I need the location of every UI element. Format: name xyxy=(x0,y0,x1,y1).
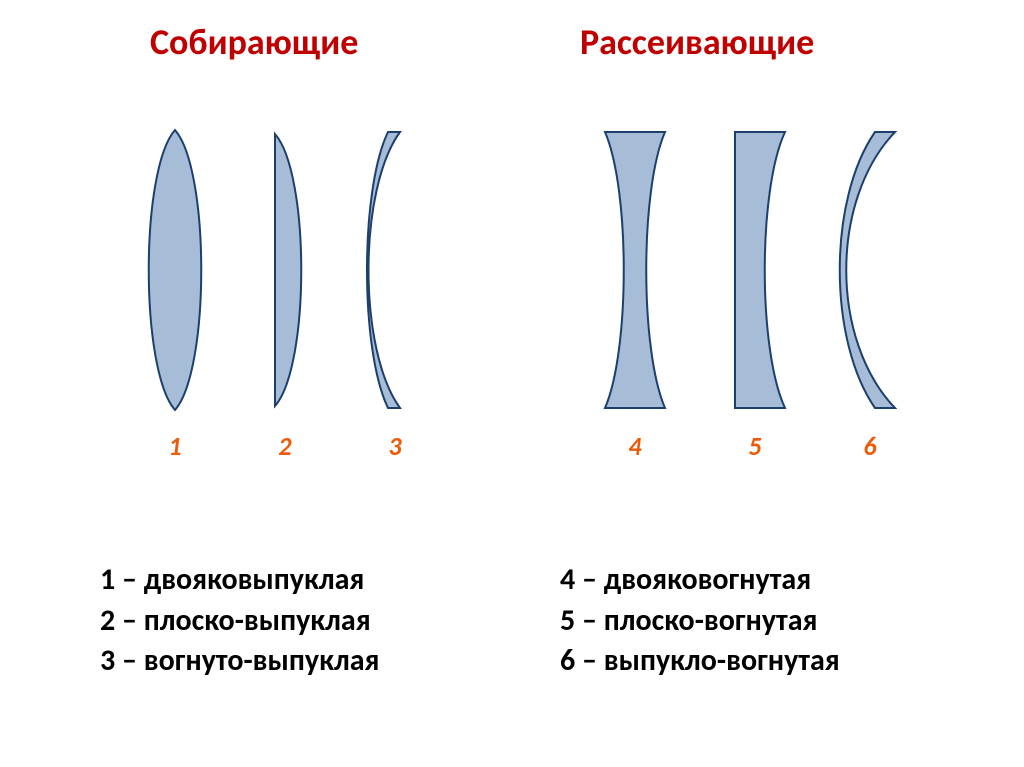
lens-5-shape xyxy=(735,132,785,408)
lens-2-shape xyxy=(275,134,301,406)
title-diverging: Рассеивающие xyxy=(580,20,814,64)
lens-4-shape xyxy=(605,132,665,408)
legend-num-2: 2 xyxy=(100,602,115,639)
legend-num-3: 3 xyxy=(100,642,115,679)
lens-1 xyxy=(149,130,202,410)
legend-row-1: 1 – двояковыпуклая xyxy=(100,560,379,601)
lens-svg xyxy=(0,110,1024,470)
lens-number-3: 3 xyxy=(375,430,415,462)
lens-1-shape xyxy=(149,130,202,410)
lens-number-5: 5 xyxy=(735,430,775,462)
legend-num-5: 5 xyxy=(560,602,575,639)
legend-row-5: 5 – плоско-вогнутая xyxy=(560,601,840,642)
legend-label-5: плоско-вогнутая xyxy=(604,602,818,639)
legend-converging: 1 – двояковыпуклая 2 – плоско-выпуклая 3… xyxy=(100,560,379,682)
lens-3 xyxy=(367,132,400,408)
legend-num-4: 4 xyxy=(560,561,575,598)
legend-num-6: 6 xyxy=(560,642,575,679)
title-converging: Собирающие xyxy=(150,20,358,64)
legend-dash: – xyxy=(122,561,144,598)
lens-4 xyxy=(605,132,665,408)
lens-canvas xyxy=(0,110,1024,470)
legend-row-6: 6 – выпукло-вогнутая xyxy=(560,641,840,682)
legend-dash: – xyxy=(582,561,604,598)
legend-row-3: 3 – вогнуто-выпуклая xyxy=(100,641,379,682)
lens-6 xyxy=(840,132,895,408)
lens-6-shape xyxy=(840,132,895,408)
diagram-root: Собирающие Рассеивающие xyxy=(0,0,1024,767)
lens-number-4: 4 xyxy=(615,430,655,462)
lens-number-6: 6 xyxy=(850,430,890,462)
lens-3-shape xyxy=(367,132,400,408)
legend-row-4: 4 – двояковогнутая xyxy=(560,560,840,601)
lens-5 xyxy=(735,132,785,408)
legend-label-4: двояковогнутая xyxy=(604,561,811,598)
legend-dash: – xyxy=(122,602,144,639)
legend-label-1: двояковыпуклая xyxy=(144,561,365,598)
lens-number-1: 1 xyxy=(155,430,195,462)
legend-num-1: 1 xyxy=(100,561,115,598)
legend-label-3: вогнуто-выпуклая xyxy=(144,642,380,679)
lens-2 xyxy=(275,134,301,406)
legend-dash: – xyxy=(582,642,604,679)
lens-number-2: 2 xyxy=(265,430,305,462)
legend-diverging: 4 – двояковогнутая 5 – плоско-вогнутая 6… xyxy=(560,560,840,682)
legend-label-6: выпукло-вогнутая xyxy=(604,642,840,679)
legend-dash: – xyxy=(582,602,604,639)
legend-row-2: 2 – плоско-выпуклая xyxy=(100,601,379,642)
legend-label-2: плоско-выпуклая xyxy=(144,602,371,639)
legend-dash: – xyxy=(122,642,144,679)
